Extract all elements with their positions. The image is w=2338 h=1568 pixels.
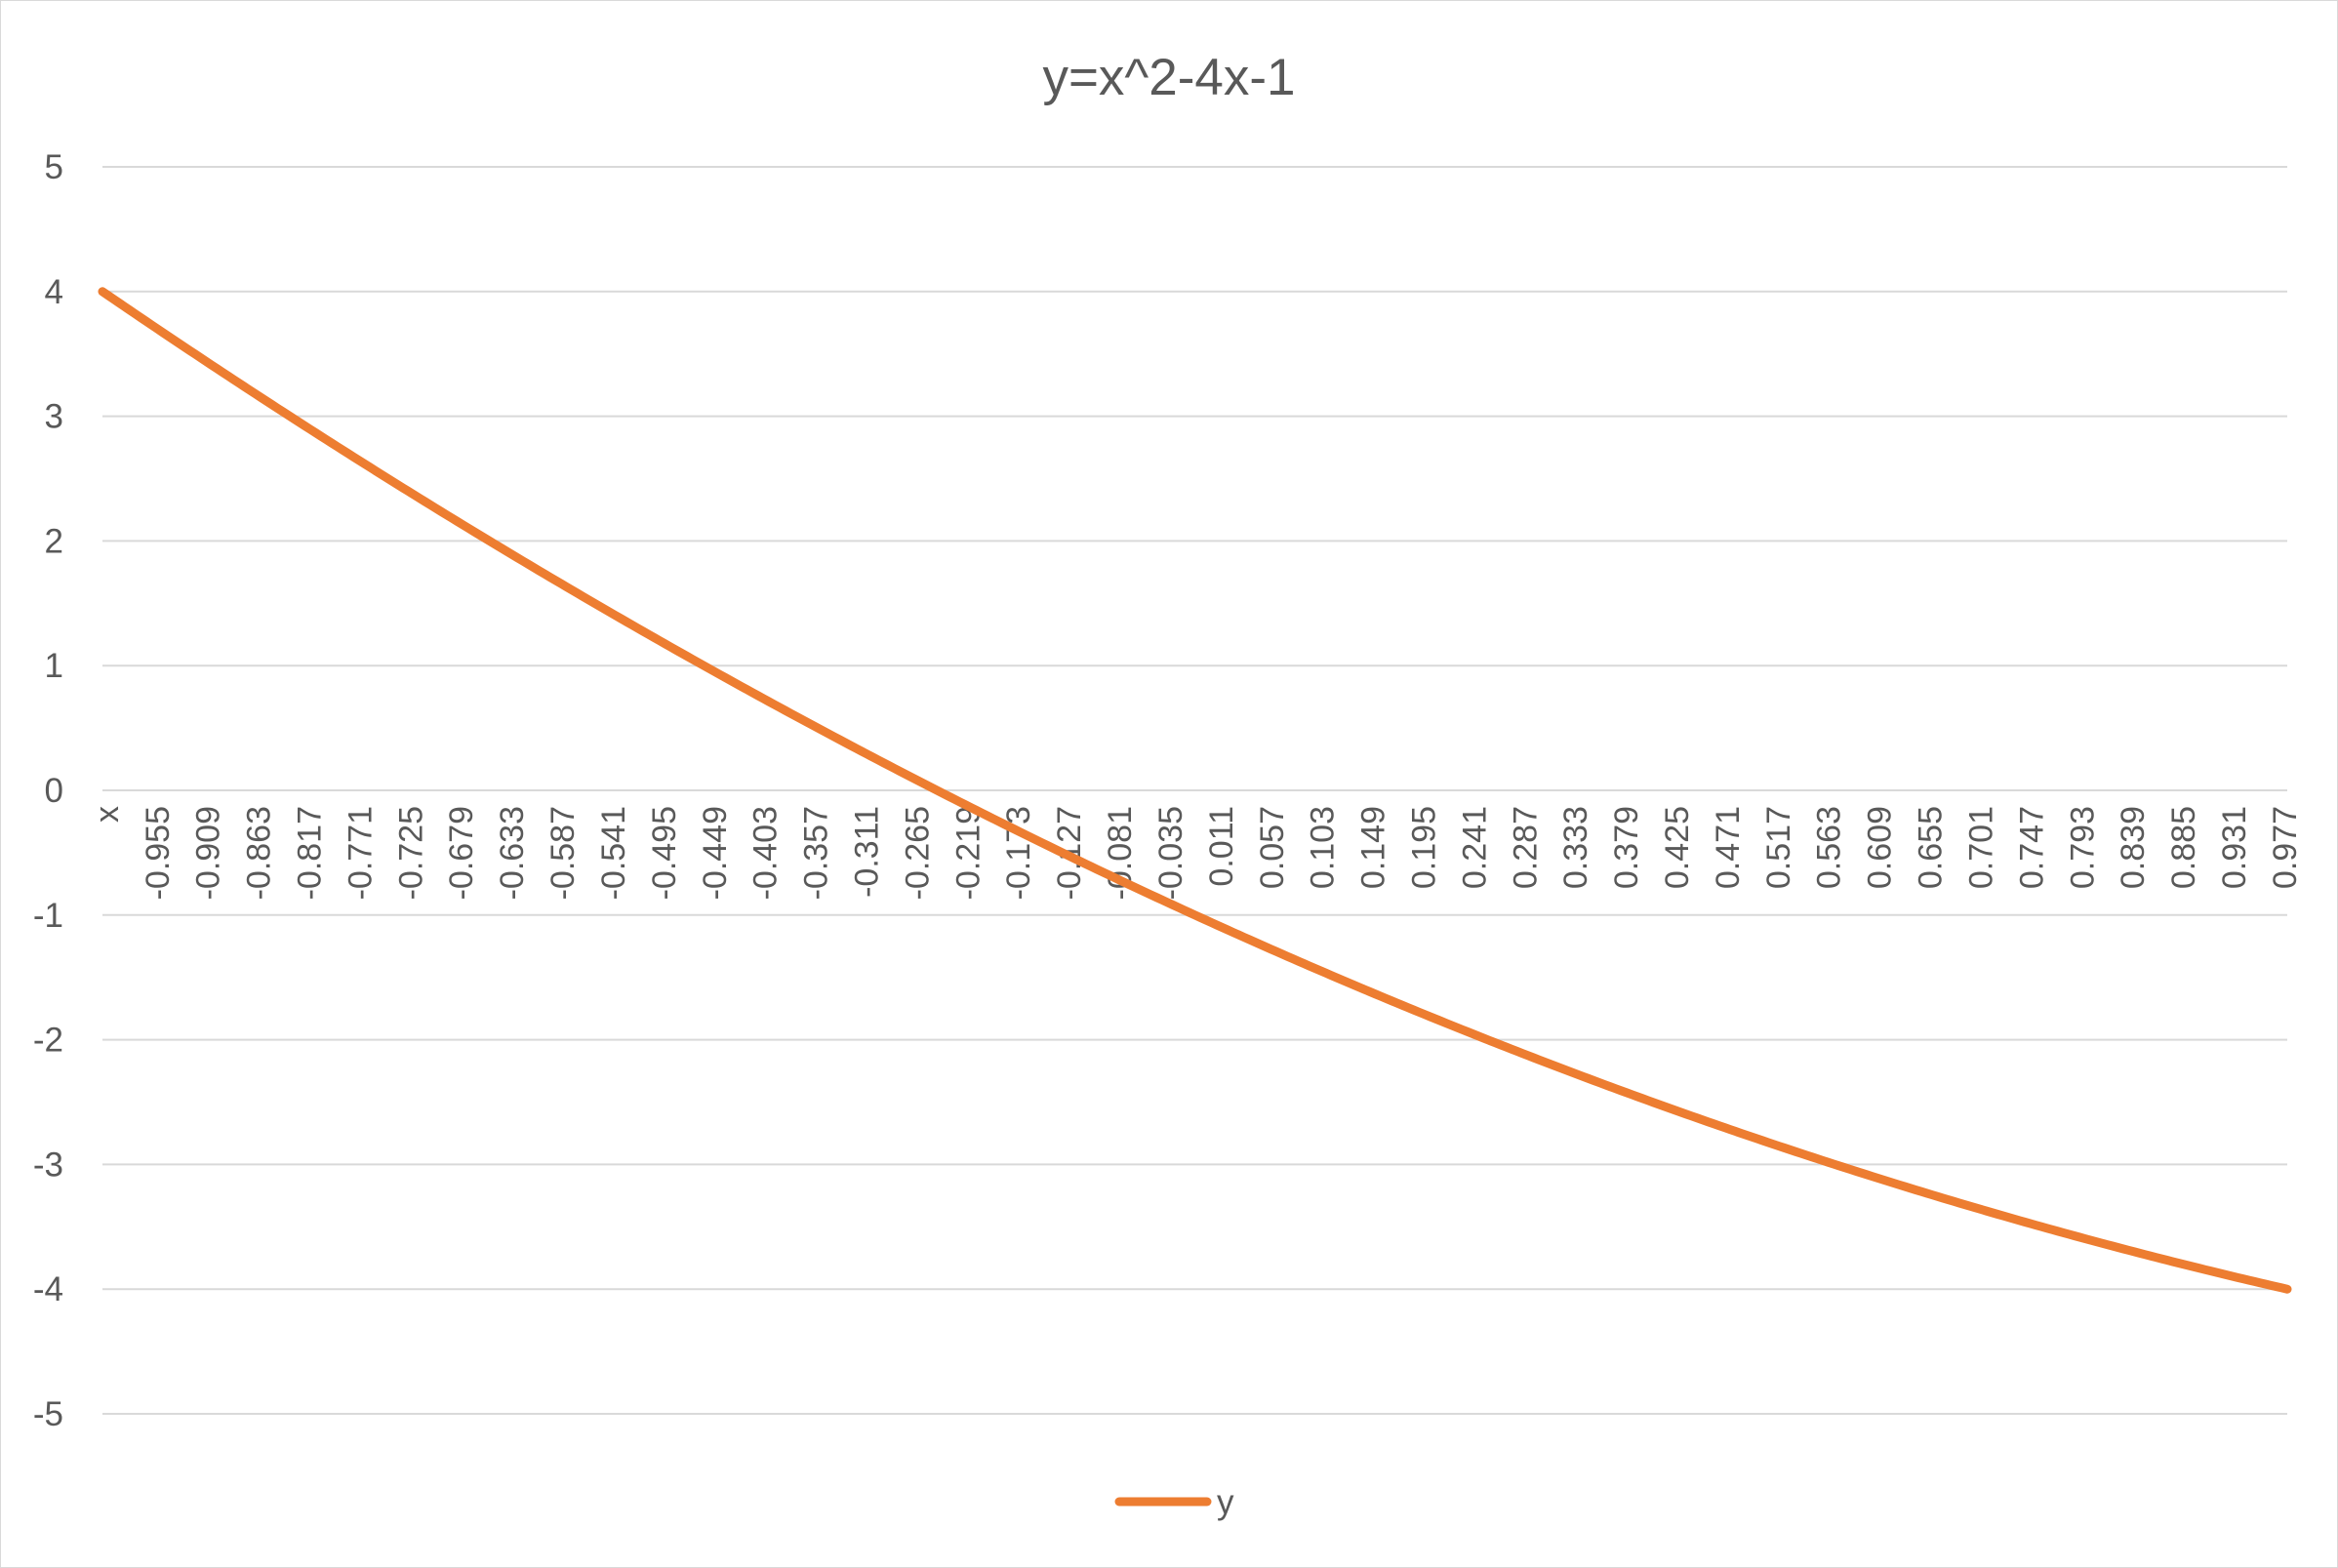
x-tick-label: -0.863 <box>241 806 278 900</box>
x-tick-label: -0.587 <box>544 806 582 900</box>
series-line-y <box>98 287 2292 1294</box>
x-tick-label: 0.977 <box>2267 806 2304 889</box>
chart-title: y=x^2-4x-1 <box>1042 49 1295 106</box>
x-tick-label: x <box>89 806 126 823</box>
y-axis-tick-labels: 5 4 3 2 1 0 -1 -2 -3 -4 -5 <box>33 148 63 1433</box>
x-tick-label: 0.287 <box>1507 806 1544 889</box>
x-tick-label: -0.633 <box>494 806 531 900</box>
x-tick-label: -0.357 <box>798 806 835 900</box>
series-group <box>98 287 2292 1294</box>
x-axis-tick-labels: x -0.955 -0.909 -0.863 -0.817 -0.771 -0.725 -0.… <box>89 806 2304 900</box>
x-tick-label: 0.379 <box>1608 806 1645 889</box>
x-tick-label: -0.495 <box>646 806 683 900</box>
x-tick-label: 0.563 <box>1811 806 1848 889</box>
x-tick-label: 0.839 <box>2115 806 2152 889</box>
x-tick-label: 0.931 <box>2216 806 2253 889</box>
x-tick-label: -0.955 <box>140 806 177 900</box>
x-tick-label: -0.173 <box>1000 806 1037 900</box>
y-tick-label: -2 <box>33 1022 63 1060</box>
x-tick-label: -0.265 <box>899 806 936 900</box>
x-tick-label: 0.057 <box>1254 806 1291 889</box>
x-tick-label: -0.771 <box>342 806 379 900</box>
x-tick-label: 0.011 <box>1203 806 1240 887</box>
legend[interactable]: y <box>1114 1483 1234 1521</box>
y-tick-label: 4 <box>45 273 63 311</box>
x-tick-label: 0.747 <box>2013 806 2050 889</box>
x-tick-label: 0.517 <box>1760 806 1797 889</box>
x-tick-label: 0.149 <box>1355 806 1392 889</box>
y-tick-label: 2 <box>45 522 63 560</box>
x-tick-label: -0.311 <box>849 806 886 898</box>
x-tick-label: 0.701 <box>1962 806 1999 889</box>
x-tick-label: -0.449 <box>697 806 734 900</box>
legend-label-y: y <box>1217 1483 1234 1521</box>
x-tick-label: -0.909 <box>190 806 227 900</box>
x-tick-label: -0.403 <box>747 806 785 900</box>
y-tick-label: -5 <box>33 1395 63 1433</box>
x-tick-label: 0.241 <box>1456 806 1493 889</box>
x-tick-label: 0.471 <box>1710 806 1747 889</box>
gridlines <box>102 166 2287 1415</box>
y-tick-label: 5 <box>45 148 63 186</box>
x-tick-label: 0.655 <box>1913 806 1950 889</box>
y-tick-label: -1 <box>33 897 63 935</box>
x-tick-label: -0.725 <box>392 806 429 900</box>
y-tick-label: 0 <box>45 772 63 810</box>
x-tick-label: -0.679 <box>443 806 480 900</box>
y-tick-label: 3 <box>45 398 63 436</box>
x-tick-label: -0.035 <box>1152 806 1189 900</box>
y-tick-label: -4 <box>33 1270 63 1308</box>
x-tick-label: 0.103 <box>1305 806 1342 889</box>
x-tick-label: 0.793 <box>2064 806 2101 889</box>
x-tick-label: -0.219 <box>949 806 987 900</box>
x-tick-label: -0.817 <box>292 806 329 900</box>
x-tick-label: -0.541 <box>595 806 632 900</box>
x-tick-label: 0.333 <box>1557 806 1594 889</box>
y-tick-label: 1 <box>45 647 63 685</box>
x-tick-label: 0.885 <box>2165 806 2202 889</box>
x-tick-label: 0.425 <box>1659 806 1696 889</box>
y-tick-label: -3 <box>33 1146 63 1184</box>
x-tick-label: 0.609 <box>1862 806 1899 889</box>
x-tick-label: 0.195 <box>1405 806 1442 889</box>
